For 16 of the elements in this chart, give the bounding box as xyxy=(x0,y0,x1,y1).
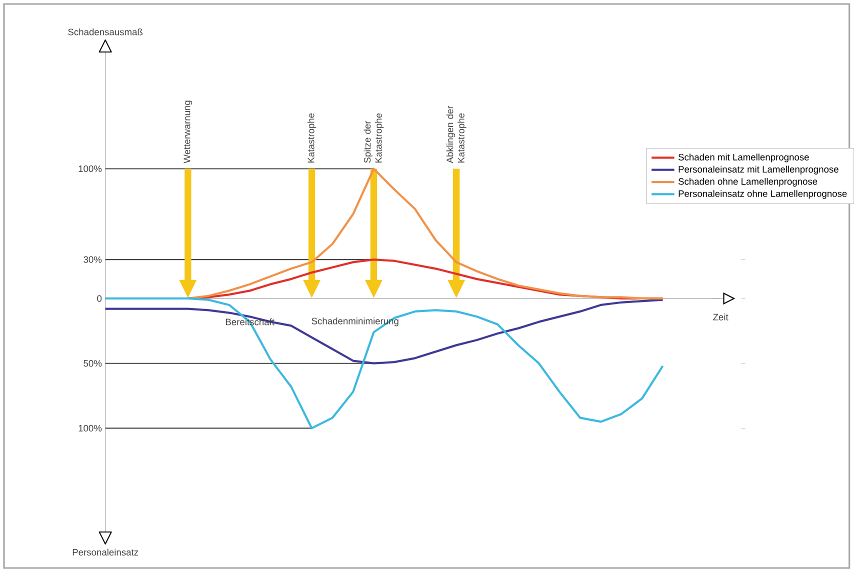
text: Personaleinsatz xyxy=(72,548,138,556)
x-tick-label: Wetterwarnung xyxy=(184,100,192,164)
x-axis-title: Zeit xyxy=(713,314,728,320)
legend-label: Schaden ohne Lamellenprognose xyxy=(678,178,818,187)
x-tick-label: Spitze der Katastrophe xyxy=(364,113,384,163)
y-tick-label: 0 xyxy=(97,295,102,302)
legend-label: Schaden mit Lamellenprognose xyxy=(678,154,809,162)
y-tick-label: 30% xyxy=(84,256,102,263)
y-tick-label: 50% xyxy=(84,360,102,367)
y-tick-label: 100% xyxy=(78,424,102,432)
legend-label: Personaleinsatz ohne Lamellenprognose xyxy=(678,190,847,199)
x-tick-label: Abklingen der Katastrophe xyxy=(446,106,466,164)
y-axis-title: Schadensausmaß xyxy=(68,28,143,36)
y-tick-label: 100% xyxy=(78,165,102,172)
legend-label: Personaleinsatz mit Lamellenprognose xyxy=(678,166,838,174)
x-tick-label: Katastrophe xyxy=(307,113,316,162)
